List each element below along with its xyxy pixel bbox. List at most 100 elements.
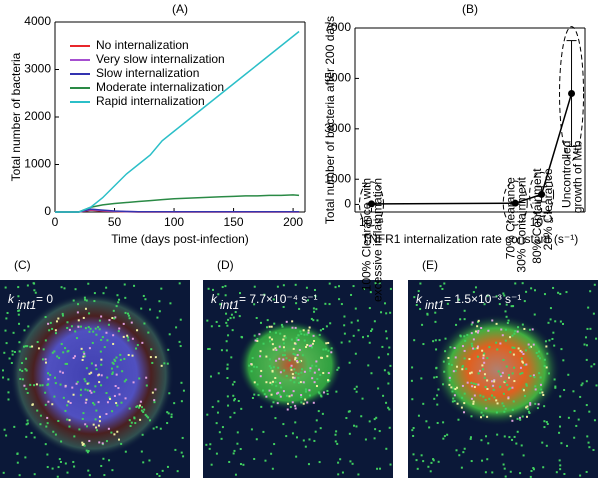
dot (557, 291, 560, 294)
dot (225, 321, 228, 324)
dot (149, 356, 152, 359)
dot (271, 370, 274, 373)
panel-label: (A) (172, 2, 188, 16)
dot (537, 403, 540, 406)
k-value: = 7.7×10⁻⁴ s⁻¹ (239, 292, 318, 306)
dot (374, 428, 377, 431)
k-symbol: k (211, 292, 218, 306)
dot (259, 350, 262, 353)
annotation: 30% Containment (514, 177, 528, 273)
dot (138, 406, 141, 409)
dot (300, 371, 303, 374)
dot (5, 317, 8, 320)
dot (533, 468, 536, 471)
dot (468, 358, 471, 361)
dot (291, 373, 294, 376)
dot (521, 360, 524, 363)
dot (526, 405, 529, 408)
dot (297, 334, 300, 337)
dot (232, 316, 235, 319)
dot (385, 330, 388, 333)
dot (158, 310, 161, 313)
dot (126, 312, 129, 315)
dot (507, 319, 510, 322)
line (371, 93, 573, 205)
dot (57, 466, 60, 469)
dot (511, 386, 514, 389)
dot (73, 465, 76, 468)
dot (368, 420, 371, 423)
dot (144, 298, 147, 301)
dot (255, 438, 258, 441)
dot (463, 335, 466, 338)
dot (447, 356, 450, 359)
dot (314, 295, 317, 298)
dot (53, 395, 56, 398)
dot (60, 440, 63, 443)
dot (441, 288, 444, 291)
dot (95, 368, 98, 371)
dot (563, 388, 566, 391)
dot (229, 416, 232, 419)
dot (463, 309, 466, 312)
dot (11, 353, 14, 356)
dot (330, 347, 333, 350)
dot (543, 365, 546, 368)
dot (551, 337, 554, 340)
dot (493, 396, 496, 399)
dot (528, 328, 531, 331)
dot (382, 394, 385, 397)
dot (275, 384, 278, 387)
dot (53, 350, 56, 353)
dot (250, 370, 253, 373)
dot (412, 434, 415, 437)
dot (77, 319, 80, 322)
dot (451, 390, 454, 393)
dot (121, 370, 124, 373)
dot (458, 454, 461, 457)
dot (483, 373, 486, 376)
dot (215, 452, 218, 455)
dot (308, 438, 311, 441)
dot (179, 345, 182, 348)
dot (317, 410, 320, 413)
dot (250, 363, 253, 366)
dot (326, 355, 329, 358)
dot (495, 411, 498, 414)
dot (166, 422, 169, 425)
dot (119, 353, 122, 356)
dot (326, 389, 329, 392)
dot (51, 327, 54, 330)
dot (207, 287, 210, 290)
dot (277, 366, 280, 369)
dot (470, 323, 473, 326)
dot (111, 361, 114, 364)
dot (484, 471, 487, 474)
dot (371, 328, 374, 331)
dot (24, 456, 27, 459)
dot (512, 353, 515, 356)
dot (27, 325, 30, 328)
dot (483, 303, 486, 306)
dot (270, 393, 273, 396)
dot (87, 469, 90, 472)
dot (216, 411, 219, 414)
dot (340, 303, 343, 306)
dot (100, 464, 103, 467)
dot (544, 340, 547, 343)
dot (302, 381, 305, 384)
dot (93, 403, 96, 406)
dot (72, 460, 75, 463)
dot (78, 428, 81, 431)
dot (511, 372, 514, 375)
dot (313, 339, 316, 342)
dot (265, 355, 268, 358)
dot (77, 303, 80, 306)
dot (84, 401, 87, 404)
dot (503, 467, 506, 470)
dot (26, 391, 29, 394)
dot (140, 307, 143, 310)
dot (88, 330, 91, 333)
dot (56, 355, 59, 358)
